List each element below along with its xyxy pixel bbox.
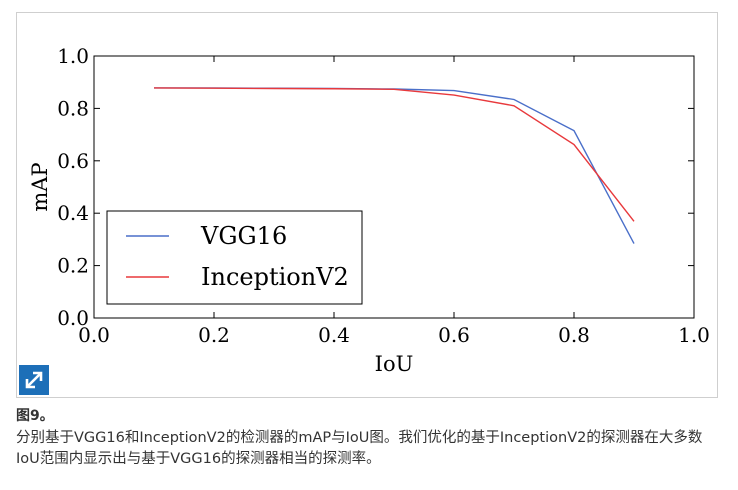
x-tick-label: 0.0: [78, 323, 110, 347]
y-tick-label: 0.0: [57, 306, 89, 330]
series-line-inceptionv2: [153, 87, 635, 222]
map-vs-iou-chart: 0.0 0.2 0.4 0.6 0.8 1.0 0.0 0.2 0.4 0.6 0.8 1.0 VGG…: [28, 44, 710, 376]
plot-area-border: [93, 55, 695, 319]
x-tick-label: 0.6: [438, 323, 470, 347]
x-tick-label: 0.4: [318, 323, 350, 347]
figure-frame: 0.0 0.2 0.4 0.6 0.8 1.0 0.0 0.2 0.4 0.6 0.8 1.0 VGG…: [16, 12, 718, 398]
expand-arrows-icon: [25, 371, 43, 389]
y-tick-label: 0.8: [57, 96, 89, 120]
y-axis-label: mAP: [28, 162, 52, 211]
x-tick-label: 0.2: [198, 323, 230, 347]
y-tick-label: 1.0: [57, 44, 89, 68]
expand-button[interactable]: [19, 365, 49, 395]
x-tick-label: 0.8: [558, 323, 590, 347]
y-tick-label: 0.2: [57, 254, 89, 278]
figure-caption: 分别基于VGG16和InceptionV2的检测器的mAP与IoU图。我们优化的…: [16, 430, 703, 467]
y-tick-label: 0.4: [57, 201, 89, 225]
y-tick-label: 0.6: [57, 149, 89, 173]
figure-number-label: 图9。: [16, 408, 54, 424]
x-tick-label: 1.0: [678, 323, 710, 347]
legend-label: VGG16: [200, 222, 287, 250]
legend-box: [106, 210, 363, 305]
legend-label: InceptionV2: [201, 263, 349, 291]
x-axis-label: IoU: [375, 352, 414, 376]
